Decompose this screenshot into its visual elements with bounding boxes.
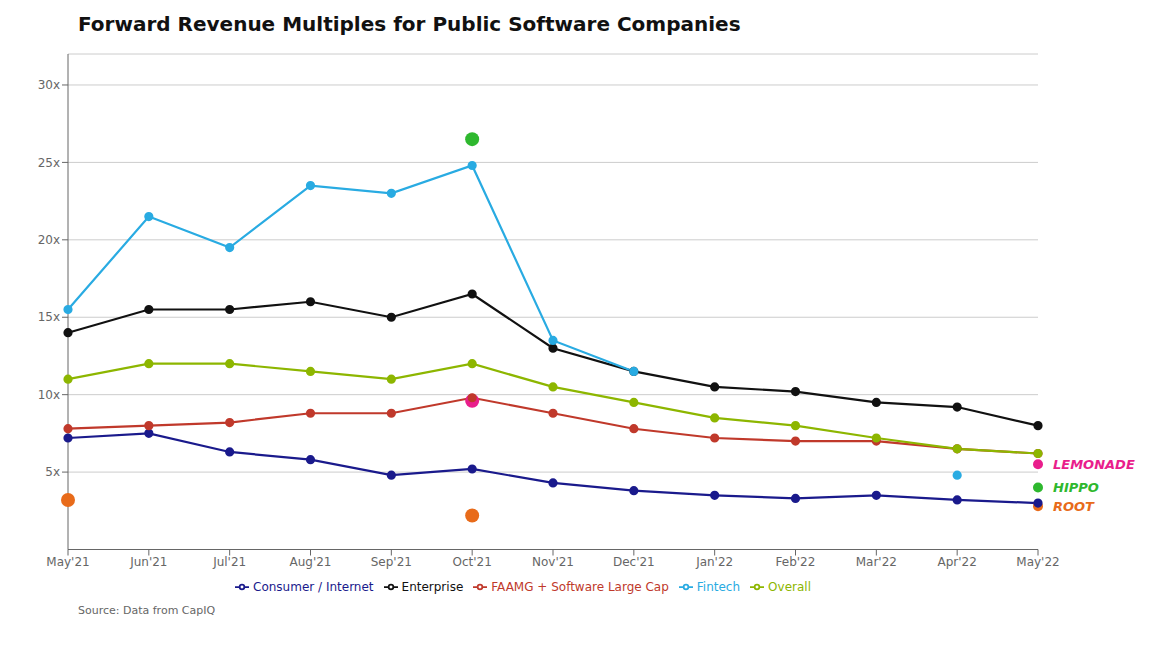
svg-text:20x: 20x (38, 233, 60, 247)
svg-text:5x: 5x (45, 465, 60, 479)
html-text:Source: Data from CapIQ: Source: Data from CapIQ (78, 604, 216, 617)
svg-text:Jun'21: Jun'21 (129, 555, 167, 569)
html-text:FAAMG + Software Large Cap: FAAMG + Software Large Cap (491, 579, 669, 594)
svg-text:30x: 30x (38, 78, 60, 92)
svg-text:Dec'21: Dec'21 (613, 555, 655, 569)
svg-text:15x: 15x (38, 310, 60, 324)
svg-text:Feb'22: Feb'22 (776, 555, 816, 569)
svg-text:Mar'22: Mar'22 (856, 555, 897, 569)
svg-text:Aug'21: Aug'21 (290, 555, 332, 569)
html-text:Fintech: Fintech (696, 579, 741, 594)
svg-text:Apr'22: Apr'22 (938, 555, 977, 569)
html-text:Forward Revenue Multiples for: Forward Revenue Multiples for Public Sof… (78, 12, 741, 36)
svg-text:ROOT: ROOT (1053, 499, 1095, 514)
svg-text:Jan'22: Jan'22 (695, 555, 733, 569)
svg-text:Jul'21: Jul'21 (212, 555, 246, 569)
svg-text:LEMONADE: LEMONADE (1053, 457, 1135, 472)
svg-text:Sep'21: Sep'21 (371, 555, 412, 569)
html-text:Overall: Overall (768, 579, 811, 594)
svg-text:Nov'21: Nov'21 (532, 555, 574, 569)
svg-text:May'21: May'21 (46, 555, 89, 569)
svg-text:HIPPO: HIPPO (1053, 480, 1099, 495)
svg-text:10x: 10x (38, 388, 60, 402)
svg-text:May'22: May'22 (1016, 555, 1059, 569)
svg-text:25x: 25x (38, 156, 60, 170)
html-text:Enterprise: Enterprise (401, 579, 464, 594)
html-text:Consumer / Internet: Consumer / Internet (253, 579, 374, 594)
svg-text:Oct'21: Oct'21 (453, 555, 492, 569)
